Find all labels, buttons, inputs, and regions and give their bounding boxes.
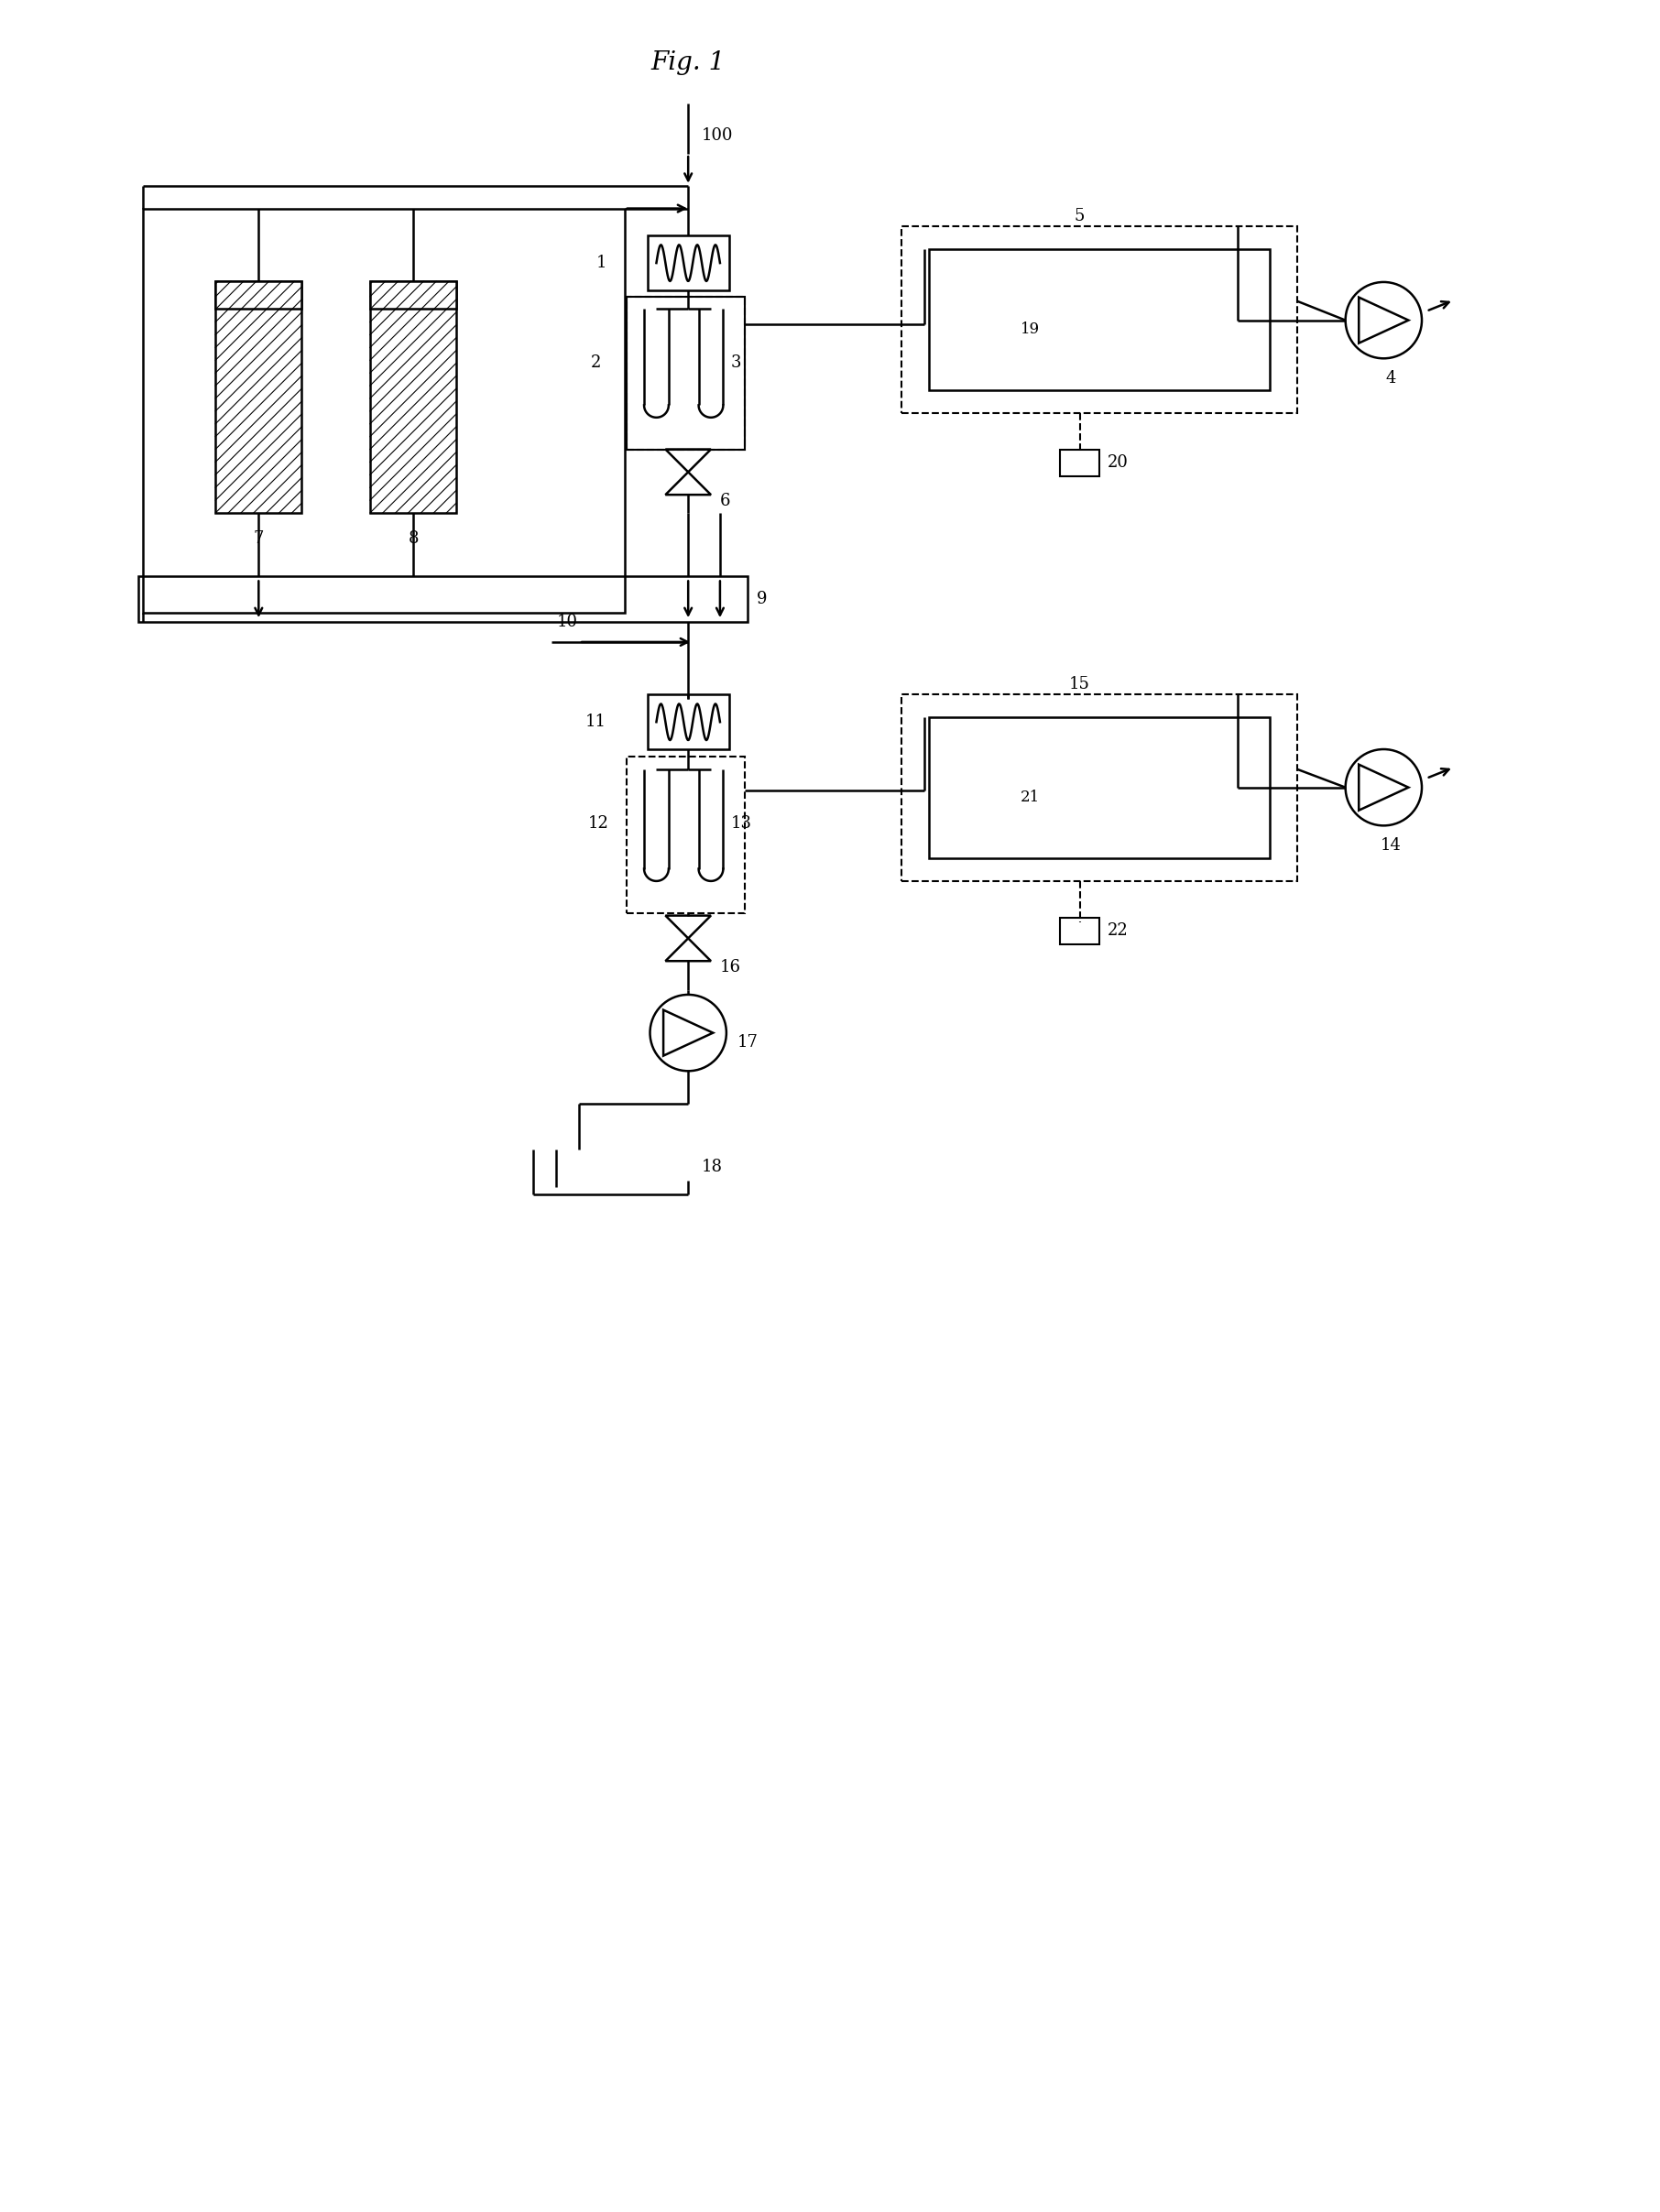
Text: 19: 19 [1021,321,1039,336]
Text: 5: 5 [1074,208,1086,223]
Text: 10: 10 [556,613,578,630]
Bar [626,296,745,449]
Text: 9: 9 [757,591,767,608]
Text: 22: 22 [1107,922,1127,940]
Bar [1059,449,1101,476]
Text: Fig. 1: Fig. 1 [651,51,725,75]
Bar [216,281,302,513]
Text: 2: 2 [591,354,601,372]
Text: 11: 11 [586,714,606,730]
Text: 7: 7 [254,531,264,546]
Bar [370,281,457,513]
Bar [143,208,624,613]
Text: 6: 6 [720,493,730,509]
Text: 15: 15 [1069,675,1091,692]
Text: 100: 100 [702,128,734,144]
Text: 18: 18 [702,1159,722,1175]
Text: 13: 13 [730,816,752,832]
Text: 16: 16 [720,960,740,975]
Bar [1059,918,1101,945]
Bar [901,695,1296,880]
Bar [647,695,729,750]
Text: 17: 17 [737,1033,759,1051]
Text: 1: 1 [596,254,606,272]
Text: 3: 3 [730,354,742,372]
Text: 12: 12 [588,816,609,832]
Bar [930,250,1270,389]
Bar [138,577,747,622]
Text: 21: 21 [1021,790,1039,805]
Bar [626,757,745,914]
Bar [930,717,1270,858]
Text: 14: 14 [1381,838,1401,854]
Text: 20: 20 [1107,456,1129,471]
Bar [626,296,745,449]
Text: 8: 8 [408,531,418,546]
Bar [216,281,302,310]
Bar [901,226,1296,414]
Text: 4: 4 [1386,369,1396,387]
Bar [647,237,729,290]
Bar [370,281,457,310]
